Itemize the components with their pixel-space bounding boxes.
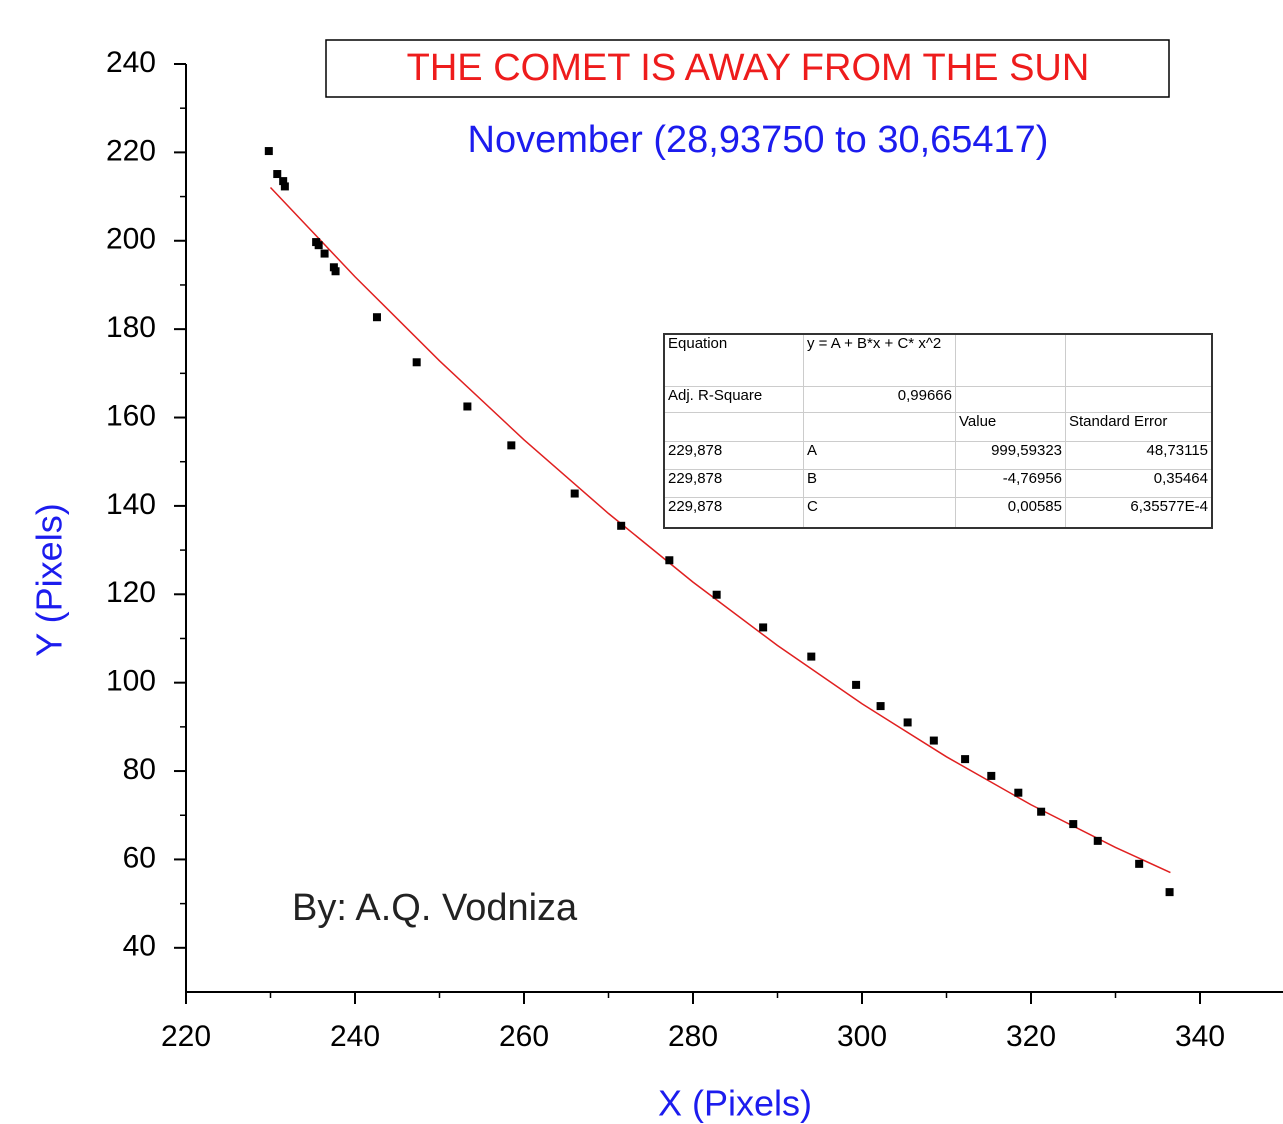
x-tick-label: 260 <box>499 1020 549 1053</box>
point <box>903 718 912 727</box>
table-row: Value Standard Error <box>663 411 1213 442</box>
table-cell: 229,878 <box>663 440 804 470</box>
y-tick-label: 140 <box>106 488 156 521</box>
table-cell: Value <box>955 411 1066 442</box>
table-row: 229,878 A 999,59323 48,73115 <box>663 440 1213 470</box>
point <box>759 623 768 632</box>
table-cell: 0,99666 <box>803 385 956 413</box>
table-cell: y = A + B*x + C* x^2 <box>803 333 956 387</box>
table-cell: 999,59323 <box>955 440 1066 470</box>
point <box>412 358 421 367</box>
point <box>1037 807 1046 816</box>
point <box>1014 788 1023 797</box>
table-cell: 6,35577E-4 <box>1065 496 1213 529</box>
fit-table: Equation y = A + B*x + C* x^2 Adj. R-Squar… <box>663 333 1213 529</box>
point <box>264 147 273 156</box>
x-tick-label: 340 <box>1175 1020 1225 1053</box>
point <box>372 313 381 322</box>
table-row: 229,878 C 0,00585 6,35577E-4 <box>663 496 1213 529</box>
point <box>331 267 340 276</box>
point <box>852 680 861 689</box>
chart-title: THE COMET IS AWAY FROM THE SUN <box>407 47 1090 89</box>
table-cell <box>1065 385 1213 413</box>
table-row: Adj. R-Square 0,99666 <box>663 385 1213 413</box>
point <box>1069 820 1078 829</box>
x-tick-label: 320 <box>1006 1020 1056 1053</box>
y-tick-label: 200 <box>106 223 156 256</box>
table-row: Equation y = A + B*x + C* x^2 <box>663 333 1213 387</box>
x-tick-label: 300 <box>837 1020 887 1053</box>
chart-subtitle: November (28,93750 to 30,65417) <box>468 119 1049 161</box>
table-cell <box>1065 333 1213 387</box>
table-cell <box>803 411 956 442</box>
point <box>1165 888 1174 897</box>
point <box>929 736 938 745</box>
y-tick-label: 60 <box>123 841 156 874</box>
point <box>712 590 721 599</box>
x-tick-label: 220 <box>161 1020 211 1053</box>
point <box>961 755 970 764</box>
table-cell: 229,878 <box>663 496 804 529</box>
point <box>1135 859 1144 868</box>
annotation: By: A.Q. Vodniza <box>292 887 578 929</box>
point <box>280 182 289 191</box>
x-tick-label: 240 <box>330 1020 380 1053</box>
point <box>987 771 996 780</box>
y-tick-label: 220 <box>106 134 156 167</box>
y-tick-label: 80 <box>123 753 156 786</box>
point <box>876 702 885 711</box>
point <box>463 402 472 411</box>
table-cell: 0,35464 <box>1065 468 1213 498</box>
point <box>1093 836 1102 845</box>
fit-line <box>269 186 1171 874</box>
title-box <box>325 39 1170 98</box>
y-tick-label: 180 <box>106 311 156 344</box>
point <box>807 652 816 661</box>
point <box>570 489 579 498</box>
point <box>279 177 288 186</box>
table-cell: -4,76956 <box>955 468 1066 498</box>
y-axis-label: Y (Pixels) <box>29 503 70 656</box>
table-cell <box>955 333 1066 387</box>
point <box>507 441 516 450</box>
point <box>665 556 674 565</box>
table-cell: 0,00585 <box>955 496 1066 529</box>
y-tick-label: 100 <box>106 665 156 698</box>
table-row: 229,878 B -4,76956 0,35464 <box>663 468 1213 498</box>
table-cell: Standard Error <box>1065 411 1213 442</box>
table-cell: 229,878 <box>663 468 804 498</box>
point <box>314 241 323 250</box>
table-cell <box>663 411 804 442</box>
table-cell: Adj. R-Square <box>663 385 804 413</box>
y-tick-label: 160 <box>106 399 156 432</box>
point <box>320 249 329 258</box>
y-tick-label: 40 <box>123 930 156 963</box>
point <box>617 521 626 530</box>
x-axis-label: X (Pixels) <box>658 1083 812 1124</box>
table-cell: Equation <box>663 333 804 387</box>
table-cell: C <box>803 496 956 529</box>
y-tick-label: 240 <box>106 46 156 79</box>
table-cell: 48,73115 <box>1065 440 1213 470</box>
point <box>273 170 282 179</box>
x-tick-label: 280 <box>668 1020 718 1053</box>
table-cell <box>955 385 1066 413</box>
table-cell: B <box>803 468 956 498</box>
y-tick-label: 120 <box>106 576 156 609</box>
table-cell: A <box>803 440 956 470</box>
